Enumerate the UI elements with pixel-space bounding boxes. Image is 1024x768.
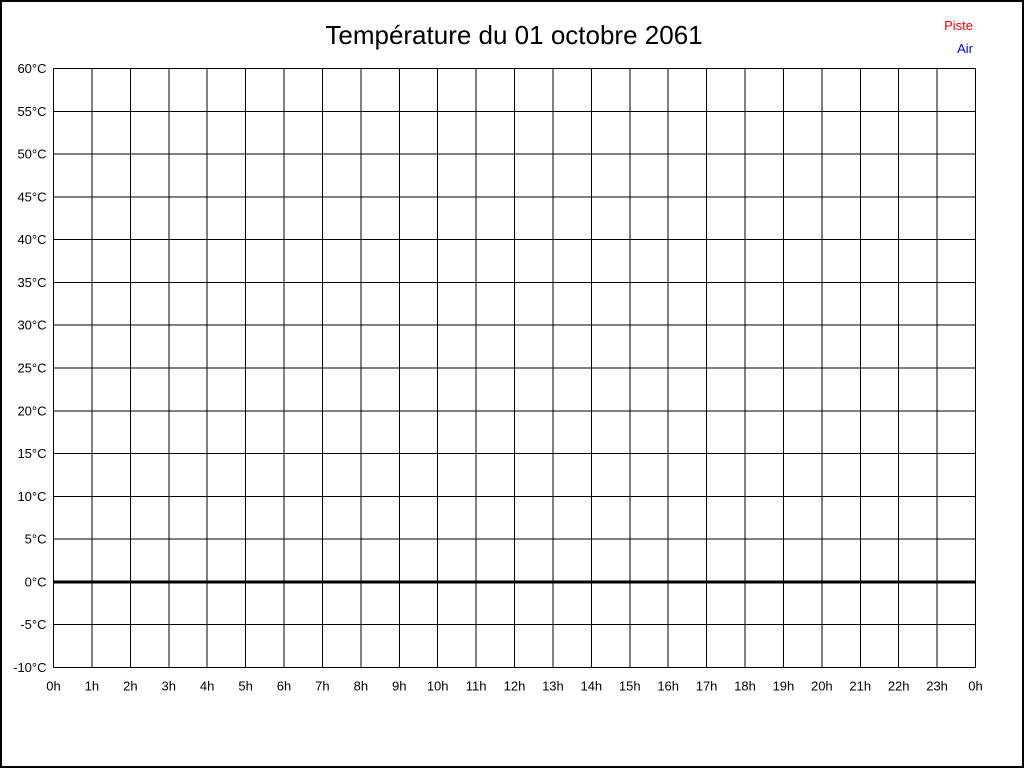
- x-tick-label: 1h: [85, 679, 99, 694]
- y-tick-label: 0°C: [25, 574, 47, 589]
- y-tick-label: 50°C: [17, 147, 46, 162]
- legend-item-air: Air: [957, 41, 973, 56]
- y-tick-label: -10°C: [13, 660, 46, 675]
- x-tick-label: 23h: [926, 679, 948, 694]
- y-tick-label: 40°C: [17, 232, 46, 247]
- y-tick-label: 45°C: [17, 189, 46, 204]
- y-tick-label: 5°C: [25, 532, 47, 547]
- x-tick-label: 17h: [696, 679, 718, 694]
- x-tick-label: 6h: [277, 679, 291, 694]
- y-tick-label: 55°C: [17, 104, 46, 119]
- x-tick-label: 5h: [238, 679, 252, 694]
- x-tick-label: 13h: [542, 679, 564, 694]
- x-tick-label: 2h: [123, 679, 137, 694]
- x-tick-label: 21h: [849, 679, 871, 694]
- y-tick-label: 30°C: [17, 318, 46, 333]
- legend-item-piste: Piste: [944, 18, 973, 33]
- x-tick-label: 16h: [657, 679, 679, 694]
- x-tick-label: 18h: [734, 679, 756, 694]
- x-tick-label: 19h: [773, 679, 795, 694]
- chart-title: Température du 01 octobre 2061: [325, 20, 703, 50]
- x-tick-label: 11h: [466, 679, 487, 694]
- y-tick-label: 60°C: [17, 61, 46, 76]
- x-tick-label: 14h: [580, 679, 602, 694]
- y-tick-label: 35°C: [17, 275, 46, 290]
- x-tick-label: 20h: [811, 679, 833, 694]
- x-tick-label: 22h: [888, 679, 910, 694]
- y-tick-label: 15°C: [17, 446, 46, 461]
- x-tick-label: 10h: [427, 679, 449, 694]
- y-tick-label: 20°C: [17, 403, 46, 418]
- y-tick-label: 10°C: [17, 489, 46, 504]
- y-tick-label: -5°C: [20, 617, 46, 632]
- x-tick-label: 9h: [392, 679, 406, 694]
- chart-legend: Piste Air: [944, 14, 973, 60]
- x-tick-label: 7h: [315, 679, 329, 694]
- x-tick-label: 0h: [46, 679, 60, 694]
- x-tick-label: 8h: [354, 679, 368, 694]
- x-tick-label: 0h: [968, 679, 982, 694]
- x-tick-label: 12h: [504, 679, 526, 694]
- x-tick-label: 4h: [200, 679, 214, 694]
- x-tick-label: 3h: [162, 679, 176, 694]
- x-tick-label: 15h: [619, 679, 641, 694]
- y-tick-label: 25°C: [17, 361, 46, 376]
